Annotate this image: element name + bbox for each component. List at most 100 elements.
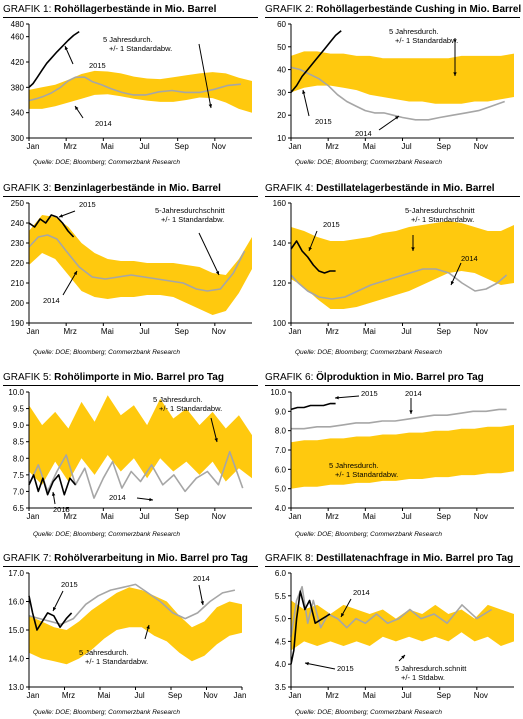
x-tick-label: Sep — [175, 512, 190, 521]
series-2014-line — [290, 66, 505, 121]
chart-prefix-5: GRAFIK 5: — [3, 372, 52, 383]
chart-title-7: GRAFIK 7: Rohölverarbeitung in Mio. Barr… — [3, 553, 248, 564]
chart-2: 10 20 30 40 50 60 Jan Mrz Mai Jul Sep Nov 5 Jahresdu… — [277, 20, 514, 151]
annotation-arrow — [198, 43, 212, 109]
annotation-arrowhead — [215, 271, 220, 275]
x-tick-label: Nov — [203, 691, 217, 700]
x-tick-label: Mai — [363, 691, 376, 700]
chart-prefix-3: GRAFIK 3: — [3, 183, 52, 194]
annotation-arrowhead — [450, 281, 455, 285]
chart-source-3: Quelle: DOE; Bloomberg; Commerzbank Rese… — [33, 349, 181, 356]
x-tick-label: Jan — [27, 142, 40, 151]
x-tick-label: Mrz — [326, 691, 339, 700]
x-tick-label: Mrz — [64, 327, 77, 336]
annotation-label: 2014 — [109, 493, 126, 502]
std-band — [29, 587, 242, 665]
x-tick-label: Mrz — [62, 691, 75, 700]
annotation-arrowhead — [214, 438, 218, 442]
series-2015-line — [28, 595, 73, 631]
annotation-label: 2015 — [61, 580, 78, 589]
chart-title-text-4: Destillatelagerbestände in Mio. Barrel — [316, 183, 495, 194]
y-tick-label: 6.0 — [275, 465, 287, 474]
annotation-label: 2014 — [405, 389, 422, 398]
chart-source-1: Quelle: DOE; Bloomberg; Commerzbank Rese… — [33, 159, 181, 166]
series-2015-line — [290, 240, 336, 274]
x-tick-label: Jan — [27, 691, 40, 700]
annotation-label: 5-Jahresdurchschnitt +/- 1 Standardabw. — [405, 206, 476, 224]
annotation-label: 5 Jahresdurch.schnitt +/- 1 Stdabw. — [395, 664, 467, 682]
y-tick-label: 420 — [11, 58, 25, 67]
title-rule-5 — [3, 385, 258, 386]
y-tick-label: 17.0 — [8, 569, 24, 578]
annotation-label: 2014 — [193, 574, 210, 583]
title-rule-8 — [265, 566, 520, 567]
series-2015-line — [28, 214, 75, 238]
annotation-arrowhead — [308, 247, 312, 251]
chart-source-6: Quelle: DOE; Bloomberg; Commerzbank Rese… — [295, 531, 443, 538]
y-tick-label: 15.0 — [8, 626, 24, 635]
chart-panel-1: GRAFIK 1: Rohöllagerbestände in Mio. Bar… — [3, 4, 258, 175]
chart-title-text-3: Benzinlagerbestände in Mio. Barrel — [54, 183, 221, 194]
x-tick-label: Jan — [289, 512, 302, 521]
annotation-label: 2015 — [323, 220, 340, 229]
y-tick-label: 4.0 — [275, 660, 287, 669]
chart-source-5: Quelle: DOE; Bloomberg; Commerzbank Rese… — [33, 531, 181, 538]
y-tick-label: 60 — [277, 20, 286, 29]
chart-prefix-8: GRAFIK 8: — [265, 553, 314, 564]
y-tick-label: 5.0 — [275, 615, 287, 624]
y-tick-label: 160 — [273, 199, 287, 208]
annotation-arrow — [52, 590, 64, 612]
std-band — [29, 215, 252, 315]
annotation-label: 2015 — [337, 664, 354, 673]
chart-title-text-5: Rohölimporte in Mio. Barrel pro Tag — [54, 372, 224, 383]
x-tick-label: Mai — [101, 327, 114, 336]
annotation-arrow — [198, 232, 220, 276]
x-tick-label: Mrz — [326, 142, 339, 151]
chart-source-2: Quelle: DOE; Bloomberg; Commerzbank Rese… — [295, 159, 443, 166]
series-2014-line — [28, 76, 241, 102]
x-tick-label: Jan — [289, 327, 302, 336]
std-band — [291, 221, 514, 309]
annotation-arrowhead — [51, 492, 56, 496]
annotation-arrowhead — [146, 625, 150, 629]
std-band — [29, 70, 252, 113]
x-tick-label: Jul — [401, 512, 411, 521]
annotation-arrowhead — [75, 106, 79, 110]
x-tick-label: Nov — [212, 142, 226, 151]
chart-6: 4.0 5.0 6.0 7.0 8.0 9.0 10.0 Jan Mrz Mai Jul Sep Nov… — [270, 388, 514, 521]
x-tick-label: Mrz — [64, 512, 77, 521]
x-tick-label: Nov — [212, 327, 226, 336]
x-tick-label: Sep — [437, 691, 452, 700]
chart-title-text-2: Rohöllagerbestände Cushing in Mio. Barre… — [316, 4, 522, 15]
y-tick-label: 140 — [273, 239, 287, 248]
annotation-arrow — [210, 417, 218, 443]
y-tick-label: 300 — [11, 134, 25, 143]
x-tick-label: Sep — [175, 327, 190, 336]
chart-panel-3: GRAFIK 3: Benzinlagerbestände in Mio. Ba… — [3, 183, 258, 360]
x-tick-label: Mrz — [326, 327, 339, 336]
x-tick-label: Mai — [363, 327, 376, 336]
x-tick-label: Nov — [474, 512, 488, 521]
annotation-arrowhead — [409, 410, 413, 414]
y-tick-label: 30 — [277, 88, 286, 97]
x-tick-label: Jan — [27, 512, 40, 521]
annotation-label: 5-Jahresdurchschnitt +/- 1 Standardabw. — [155, 206, 226, 224]
y-tick-label: 4.0 — [275, 504, 287, 513]
x-tick-label: Mrz — [326, 512, 339, 521]
series-2015-line — [290, 590, 331, 665]
chart-1: 300 340 380 420 460 480 Jan Mrz Mai Jul Sep Nov 2015… — [11, 20, 252, 151]
x-tick-label: Sep — [175, 142, 190, 151]
std-band — [291, 600, 514, 651]
annotation-label: 2015 — [315, 117, 332, 126]
title-rule-2 — [265, 17, 520, 18]
annotation-arrowhead — [73, 271, 77, 275]
chart-title-text-7: Rohölverarbeitung in Mio. Barrel pro Tag — [54, 553, 248, 564]
x-tick-label: Mai — [101, 512, 114, 521]
chart-source-7: Quelle: DOE; Bloomberg; Commerzbank Rese… — [33, 709, 181, 716]
annotation-arrow — [304, 662, 336, 670]
annotation-arrow — [334, 395, 360, 399]
chart-prefix-2: GRAFIK 2: — [265, 4, 314, 15]
chart-prefix-1: GRAFIK 1: — [3, 4, 52, 15]
chart-panel-6: GRAFIK 6: Ölproduktion in Mio. Barrel pr… — [265, 372, 520, 540]
